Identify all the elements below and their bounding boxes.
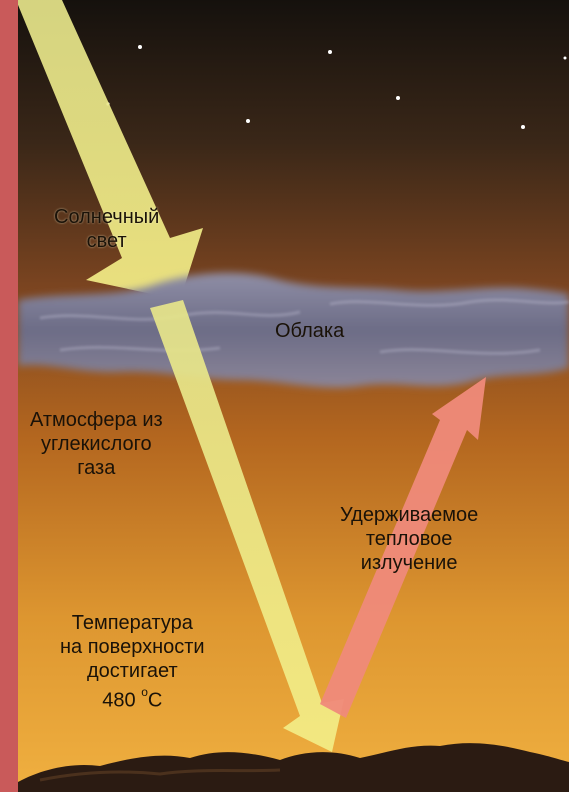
cloud-layer	[18, 272, 569, 388]
sunlight-label: Солнечный свет	[54, 206, 160, 252]
temperature-value: 480 oC	[102, 685, 163, 712]
heat-radiation-label: Удерживаемое тепловое излучение	[340, 504, 479, 574]
sunlight-shaft	[150, 300, 344, 752]
atmosphere-label: Атмосфера из углекислого газа	[30, 409, 163, 479]
degree-sign: o	[141, 685, 148, 699]
temperature-label: Температура на поверхности достигает 480…	[60, 612, 205, 712]
star-icon	[396, 96, 400, 100]
clouds-label: Облака	[275, 320, 345, 342]
ground-highlight	[39, 768, 281, 782]
left-border	[0, 0, 18, 792]
ground-surface	[18, 743, 569, 792]
star-icon	[246, 119, 250, 123]
sunlight-arrow	[16, 0, 203, 300]
star-icon	[563, 56, 567, 60]
star-icon	[328, 50, 332, 54]
heat-radiation-arrow	[320, 377, 486, 718]
star-icon	[138, 45, 142, 49]
star-icon	[521, 125, 525, 129]
